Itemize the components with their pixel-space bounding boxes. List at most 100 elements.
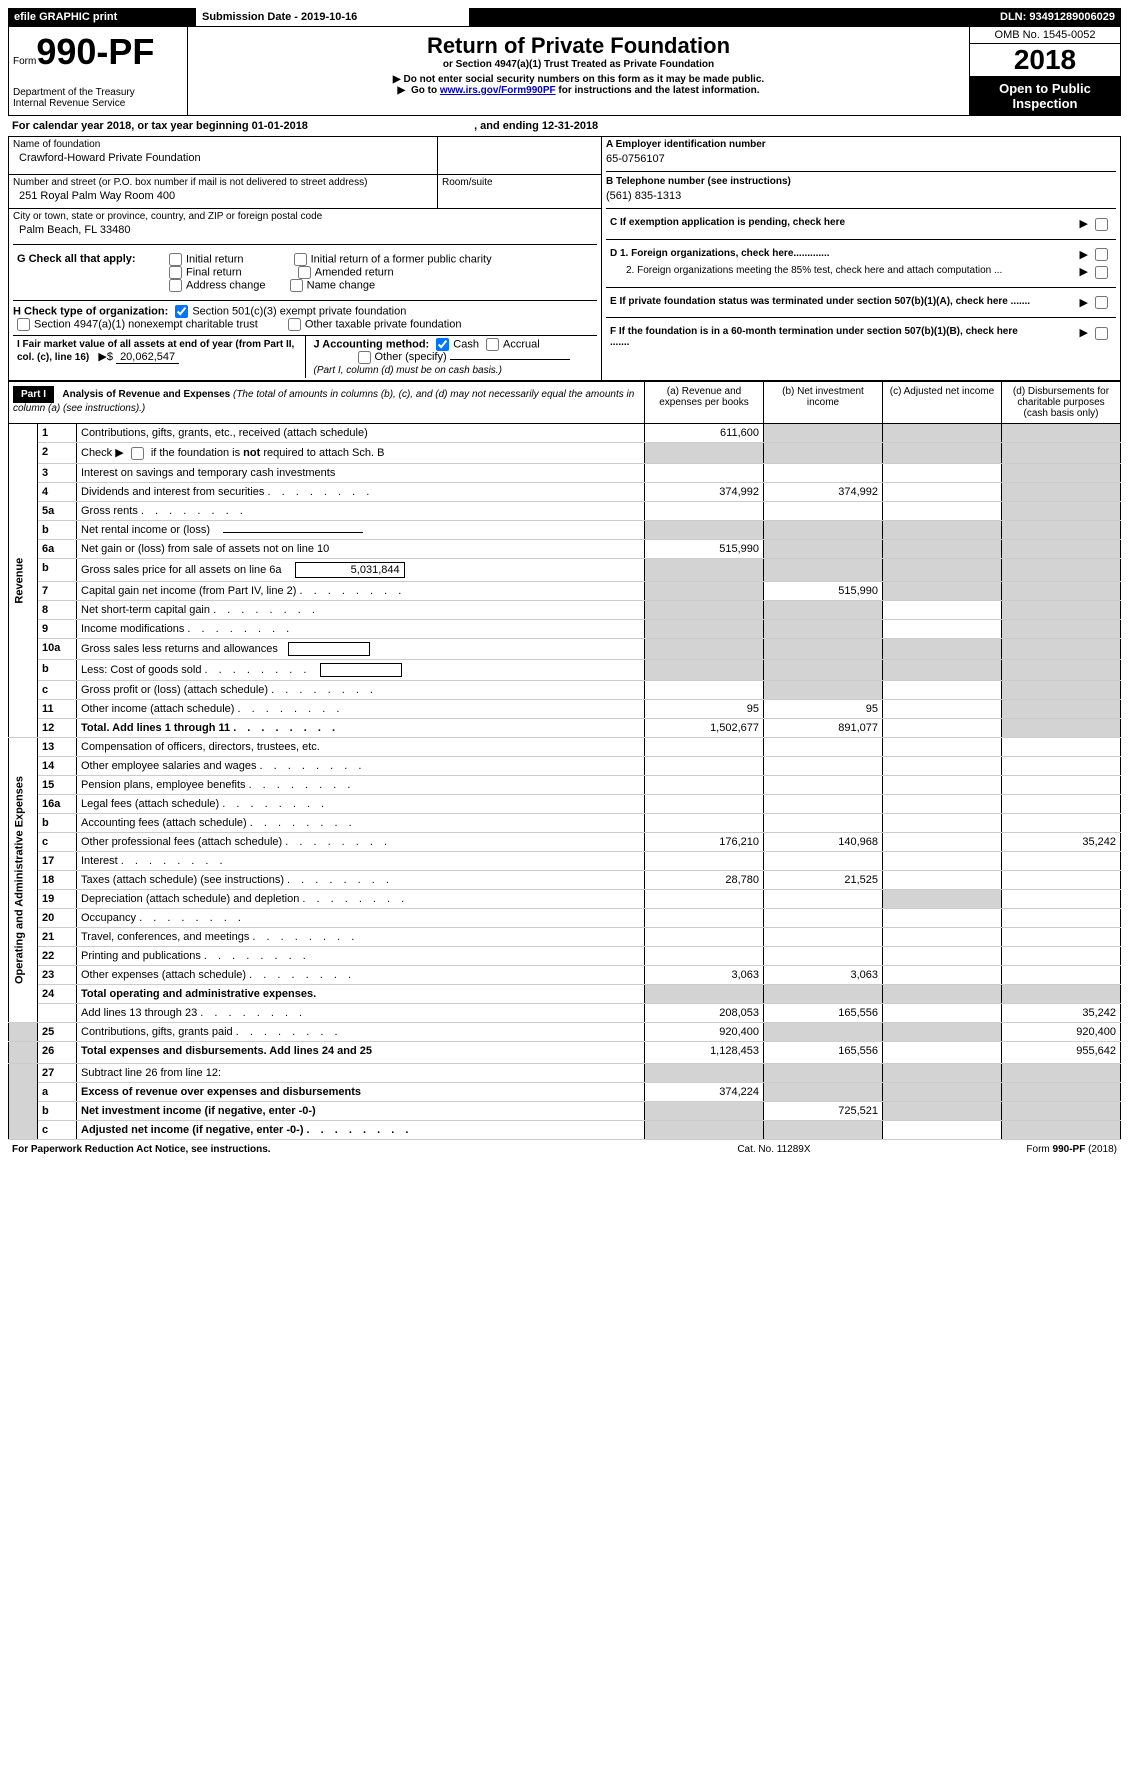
line-27a-a: 374,224 <box>645 1082 764 1101</box>
line-6a-num: 6a <box>38 539 77 558</box>
d1-checkbox[interactable] <box>1095 248 1108 261</box>
dln: DLN: 93491289006029 <box>914 8 1121 26</box>
g-label: G Check all that apply: <box>13 251 161 294</box>
line-13-num: 13 <box>38 737 77 756</box>
footer-right: Form 990-PF (2018) <box>875 1142 1121 1157</box>
footer: For Paperwork Reduction Act Notice, see … <box>8 1142 1121 1157</box>
line-10c-text: Gross profit or (loss) (attach schedule) <box>81 684 268 696</box>
line-26-text: Total expenses and disbursements. Add li… <box>77 1041 645 1063</box>
line-25-num: 25 <box>38 1022 77 1041</box>
line-27c-text: Adjusted net income (if negative, enter … <box>81 1124 303 1136</box>
line-10c-num: c <box>38 680 77 699</box>
h-501c3-checkbox[interactable] <box>175 305 188 318</box>
g-addr-checkbox[interactable] <box>169 279 182 292</box>
line-27a-num: a <box>38 1082 77 1101</box>
g-final-label: Final return <box>186 266 242 278</box>
col-b-hdr: (b) Net investment income <box>764 382 883 424</box>
part1-badge: Part I <box>13 386 54 403</box>
line-17-num: 17 <box>38 851 77 870</box>
line-16c-a: 176,210 <box>645 832 764 851</box>
g-section: G Check all that apply: Initial return I… <box>13 244 597 300</box>
tel-label: B Telephone number (see instructions) <box>606 176 1116 187</box>
j-label: J Accounting method: <box>314 338 430 350</box>
e-checkbox[interactable] <box>1095 296 1108 309</box>
line-24b-a: 208,053 <box>645 1003 764 1022</box>
j-cash-checkbox[interactable] <box>436 338 449 351</box>
city-label: City or town, state or province, country… <box>13 211 597 222</box>
ein-label: A Employer identification number <box>606 139 1116 150</box>
d2-label: 2. Foreign organizations meeting the 85%… <box>606 263 1038 281</box>
j-note: (Part I, column (d) must be on cash basi… <box>314 365 502 376</box>
j-accrual-checkbox[interactable] <box>486 338 499 351</box>
h-label: H Check type of organization: <box>13 305 168 317</box>
g-initial-former-checkbox[interactable] <box>294 253 307 266</box>
tax-year: 2018 <box>970 44 1120 77</box>
line-11-a: 95 <box>645 699 764 718</box>
line-12-num: 12 <box>38 718 77 737</box>
line-22-num: 22 <box>38 946 77 965</box>
line-1-a: 611,600 <box>645 424 764 443</box>
form-title: Return of Private Foundation <box>194 33 963 59</box>
part1-title: Analysis of Revenue and Expenses <box>62 389 230 400</box>
h-4947-checkbox[interactable] <box>17 318 30 331</box>
ij-section: I Fair market value of all assets at end… <box>13 335 597 378</box>
d2-checkbox[interactable] <box>1095 266 1108 279</box>
line-16b-num: b <box>38 813 77 832</box>
g-initial-checkbox[interactable] <box>169 253 182 266</box>
line-10a-num: 10a <box>38 638 77 659</box>
e-label: E If private foundation status was termi… <box>606 294 1038 312</box>
i-value: 20,062,547 <box>116 351 179 364</box>
line-23-num: 23 <box>38 965 77 984</box>
j-cash-label: Cash <box>453 338 479 350</box>
g-amended-checkbox[interactable] <box>298 266 311 279</box>
line-11-text: Other income (attach schedule) <box>81 703 234 715</box>
line-1-num: 1 <box>38 424 77 443</box>
line-11-num: 11 <box>38 699 77 718</box>
footer-left: For Paperwork Reduction Act Notice, see … <box>8 1142 673 1157</box>
line-10b-text: Less: Cost of goods sold <box>81 664 201 676</box>
line-5a-num: 5a <box>38 501 77 520</box>
title-block: Form990-PF Department of the Treasury In… <box>8 26 1121 116</box>
j-other-checkbox[interactable] <box>358 351 371 364</box>
city-value: Palm Beach, FL 33480 <box>13 222 597 244</box>
irs-link[interactable]: www.irs.gov/Form990PF <box>440 85 556 96</box>
col-c-hdr: (c) Adjusted net income <box>883 382 1002 424</box>
g-name-checkbox[interactable] <box>290 279 303 292</box>
line-25-d: 920,400 <box>1002 1022 1121 1041</box>
line-24b-d: 35,242 <box>1002 1003 1121 1022</box>
line-6b-num: b <box>38 558 77 581</box>
line-6a-a: 515,990 <box>645 539 764 558</box>
line-15-text: Pension plans, employee benefits <box>81 779 246 791</box>
line-24-text: Total operating and administrative expen… <box>77 984 645 1003</box>
line-12-text: Total. Add lines 1 through 11 <box>81 722 230 734</box>
g-name-label: Name change <box>307 279 376 291</box>
line-13-text: Compensation of officers, directors, tru… <box>77 737 645 756</box>
line-24b-text: Add lines 13 through 23 <box>81 1007 197 1019</box>
line-27-text: Subtract line 26 from line 12: <box>77 1063 645 1082</box>
j-other-label: Other (specify) <box>375 351 447 363</box>
line-4-num: 4 <box>38 482 77 501</box>
efile-label: efile GRAPHIC print <box>8 8 196 26</box>
line-16a-text: Legal fees (attach schedule) <box>81 798 219 810</box>
h-other-checkbox[interactable] <box>288 318 301 331</box>
line-27c-num: c <box>38 1120 77 1139</box>
line-5a-text: Gross rents <box>81 505 138 517</box>
line-4-a: 374,992 <box>645 482 764 501</box>
line-26-d: 955,642 <box>1002 1041 1121 1063</box>
line-12-b: 891,077 <box>764 718 883 737</box>
dept-line1: Department of the Treasury <box>13 87 135 98</box>
f-checkbox[interactable] <box>1095 327 1108 340</box>
line-27b-num: b <box>38 1101 77 1120</box>
open-to-public: Open to Public Inspection <box>970 77 1120 115</box>
line-2-num: 2 <box>38 443 77 464</box>
g-final-checkbox[interactable] <box>169 266 182 279</box>
g-initial-label: Initial return <box>186 253 243 265</box>
line-24b-b: 165,556 <box>764 1003 883 1022</box>
c-checkbox[interactable] <box>1095 218 1108 231</box>
line-26-a: 1,128,453 <box>645 1041 764 1063</box>
line-2-checkbox[interactable] <box>131 447 144 460</box>
room-label: Room/suite <box>438 175 602 209</box>
line-18-text: Taxes (attach schedule) (see instruction… <box>81 874 284 886</box>
dept-line2: Internal Revenue Service <box>13 98 125 109</box>
f-label: F If the foundation is in a 60-month ter… <box>606 324 1038 350</box>
